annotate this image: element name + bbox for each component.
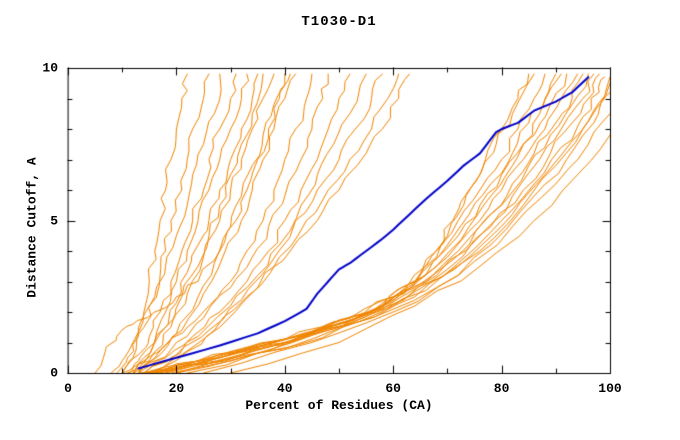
x-tick-label-20: 20 <box>168 381 185 396</box>
x-tick-label-0: 0 <box>64 381 72 396</box>
x-tick-label-60: 60 <box>385 381 401 396</box>
x-tick-label-100: 100 <box>598 381 622 396</box>
x-tick-label-80: 80 <box>493 381 510 396</box>
y-tick-label-10: 10 <box>42 60 58 76</box>
x-axis-label: Percent of Residues (CA) <box>245 398 433 413</box>
y-axis-label: Distance Cutoff, A <box>24 157 40 298</box>
x-tick-label-40: 40 <box>276 381 293 396</box>
y-tick-label-0: 0 <box>50 365 58 381</box>
chart-title: T1030-D1 <box>301 14 377 30</box>
y-tick-label-5: 5 <box>50 213 58 228</box>
